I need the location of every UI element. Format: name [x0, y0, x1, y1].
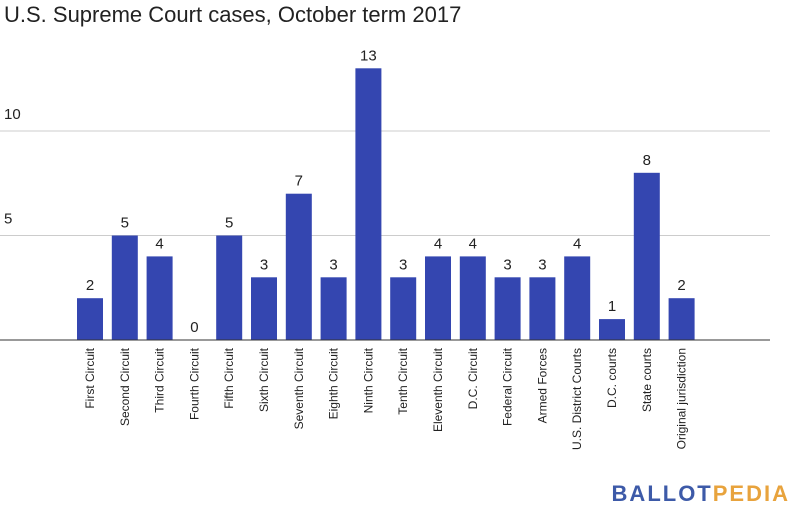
x-tick-label: Armed Forces — [535, 348, 549, 423]
bar-value-label: 0 — [190, 319, 198, 336]
bar-value-label: 3 — [503, 256, 511, 273]
bar — [668, 298, 695, 340]
x-tick-label: Sixth Circuit — [257, 347, 271, 412]
bar — [529, 277, 556, 340]
x-tick-label: First Circuit — [83, 347, 97, 408]
bar-value-label: 8 — [643, 152, 651, 169]
bars — [77, 68, 695, 341]
bar — [599, 319, 625, 340]
bar — [77, 298, 103, 340]
bar — [146, 256, 173, 340]
bar-value-label: 5 — [225, 215, 233, 232]
bar-value-label: 3 — [260, 256, 268, 273]
x-tick-label: Federal Circuit — [501, 347, 515, 426]
y-tick-label: 10 — [4, 106, 21, 123]
bar-value-label: 4 — [469, 235, 477, 252]
bar-value-label: 2 — [86, 277, 94, 294]
x-tick-label: Tenth Circuit — [396, 347, 410, 414]
x-tick-label: Original jurisdiction — [675, 348, 689, 449]
x-tick-label: Eleventh Circuit — [431, 347, 445, 432]
x-tick-label: Eighth Circuit — [327, 347, 341, 419]
bar-value-label: 13 — [360, 47, 377, 64]
ballotpedia-logo: BALLOTPEDIA — [612, 481, 790, 507]
y-axis-ticks: 5 10 — [4, 106, 21, 228]
bar-value-label: 2 — [677, 277, 685, 294]
bar-value-label: 3 — [399, 256, 407, 273]
bar — [633, 172, 660, 340]
x-tick-label: Ninth Circuit — [361, 347, 375, 413]
x-tick-label: D.C. Circuit — [466, 347, 480, 409]
x-tick-label: Seventh Circuit — [292, 347, 306, 429]
bar-value-labels: 2 5 4 0 5 3 7 3 13 3 4 4 3 3 4 1 8 2 — [86, 47, 686, 336]
bar-value-label: 5 — [121, 215, 129, 232]
bar-value-label: 3 — [329, 256, 337, 273]
bar — [425, 256, 451, 340]
bar — [111, 235, 138, 340]
bar — [459, 256, 486, 340]
bar — [251, 277, 277, 340]
logo-part-ballot: BALLOT — [611, 481, 713, 506]
x-tick-label: D.C. courts — [605, 348, 619, 408]
x-tick-label: U.S. District Courts — [570, 348, 584, 450]
bar-value-label: 7 — [295, 173, 303, 190]
x-axis-ticks: First Circuit Second Circuit Third Circuit… — [83, 347, 689, 450]
x-tick-label: Second Circuit — [118, 347, 132, 426]
x-tick-label: Fifth Circuit — [222, 347, 236, 408]
y-tick-label: 5 — [4, 211, 12, 228]
bar — [216, 235, 243, 340]
x-tick-label: Third Circuit — [153, 347, 167, 412]
bar — [564, 256, 591, 340]
bar — [390, 277, 417, 340]
chart-title: U.S. Supreme Court cases, October term 2… — [4, 2, 462, 27]
bar-value-label: 3 — [538, 256, 546, 273]
bar — [494, 277, 521, 340]
bar-value-label: 1 — [608, 298, 616, 315]
bar-value-label: 4 — [155, 235, 163, 252]
x-tick-label: State courts — [640, 348, 654, 412]
logo-part-pedia: PEDIA — [712, 481, 790, 506]
bar — [320, 277, 347, 340]
bar — [285, 193, 312, 340]
bar — [355, 68, 382, 341]
bar-value-label: 4 — [434, 235, 442, 252]
bar-value-label: 4 — [573, 235, 581, 252]
x-tick-label: Fourth Circuit — [187, 347, 201, 420]
